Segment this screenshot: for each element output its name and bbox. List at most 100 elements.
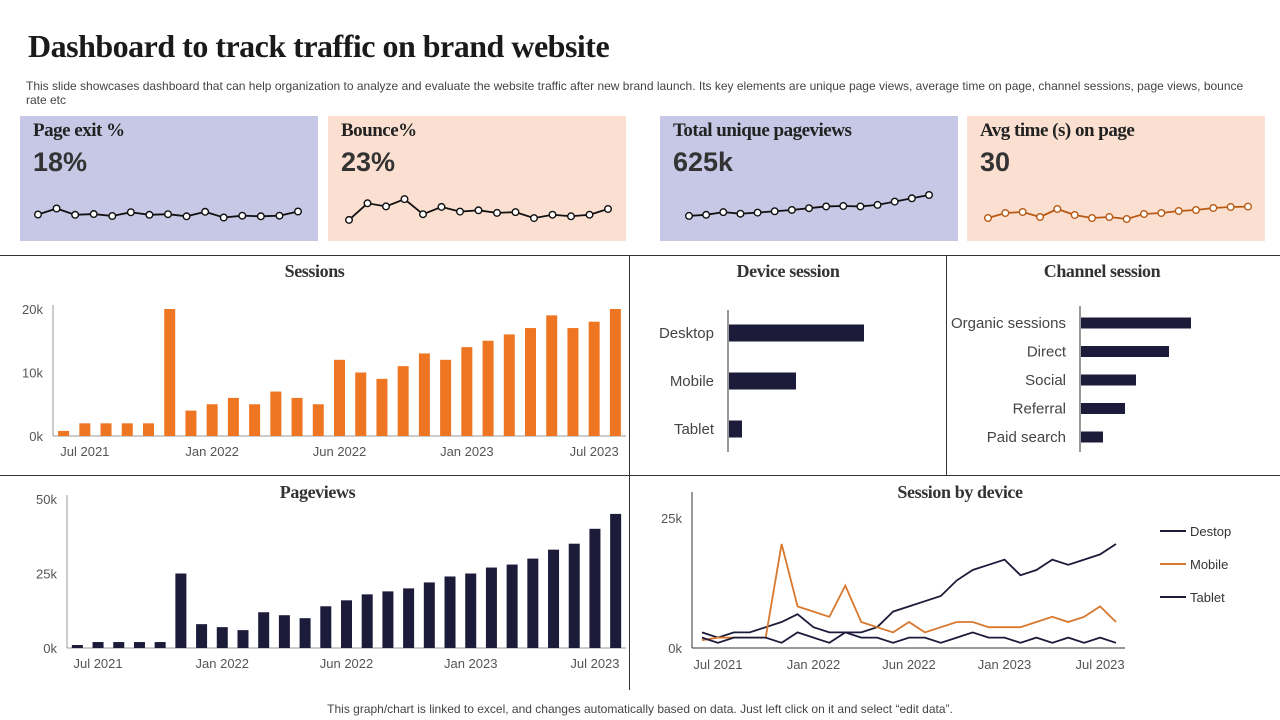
kpi-sparkline — [685, 190, 934, 220]
sessions-bar — [525, 328, 536, 436]
kpi-value: 625k — [673, 147, 734, 177]
sessions-bar — [503, 334, 515, 436]
sparkline-point — [89, 210, 98, 219]
sessions-y-tick-label: 0k — [29, 429, 43, 444]
sparkline-point — [856, 202, 865, 211]
sparkline-point — [1174, 206, 1183, 215]
kpi-sparkline — [984, 202, 1253, 223]
sparkline-point — [736, 209, 745, 218]
sparkline-point — [345, 215, 354, 224]
kpi-card-page-exit[interactable]: Page exit % 18% — [20, 116, 318, 241]
kpi-label: Bounce% — [341, 120, 417, 141]
kpi-value: 30 — [980, 147, 1011, 177]
channel-session-bar — [1081, 346, 1169, 357]
sessions-bar — [100, 423, 112, 436]
pageviews-bar — [320, 606, 332, 648]
sparkline-point — [548, 210, 557, 219]
pageviews-bar — [196, 624, 208, 648]
sparkline-point — [770, 207, 779, 216]
sparkline-point — [1139, 209, 1148, 218]
session-by-device-chart-title: Session by device — [897, 482, 1023, 502]
session-device-x-tick-label: Jan 2022 — [787, 657, 841, 672]
sparkline-point — [52, 204, 61, 213]
sessions-bar — [376, 378, 388, 436]
sparkline-point — [163, 210, 172, 219]
pageviews-y-tick-label: 0k — [43, 641, 57, 656]
sessions-bar — [461, 347, 473, 436]
sparkline-point — [873, 200, 882, 209]
sessions-bar — [482, 340, 494, 436]
session-device-x-tick-label: Jul 2023 — [1075, 657, 1124, 672]
session-device-line-destop — [701, 543, 1117, 639]
pageviews-bar — [258, 612, 270, 648]
kpi-label: Page exit % — [33, 120, 125, 141]
device-session-category-label: Mobile — [670, 373, 714, 390]
kpi-card-bounce[interactable]: Bounce% 23% — [328, 116, 626, 241]
sparkline-point — [1018, 207, 1027, 216]
sparkline-point — [400, 195, 409, 204]
pageviews-bar — [382, 591, 394, 648]
sessions-bar — [397, 366, 409, 436]
sparkline-point — [126, 208, 135, 217]
device-session-chart-title: Device session — [736, 261, 840, 281]
sparkline-point — [702, 210, 711, 219]
pageviews-bar — [299, 618, 311, 648]
sparkline-point — [566, 212, 575, 221]
sparkline-point — [890, 197, 899, 206]
sessions-x-tick-label: Jul 2023 — [570, 444, 619, 459]
pageviews-bar — [237, 630, 249, 648]
sessions-bar — [440, 359, 452, 436]
sparkline-point — [1226, 202, 1235, 211]
channel-session-chart-title: Channel session — [1043, 261, 1161, 281]
pageviews-x-tick-label: Jun 2022 — [320, 656, 374, 671]
pageviews-bar — [216, 627, 228, 648]
sessions-x-tick-label: Jun 2022 — [313, 444, 367, 459]
sessions-y-tick-label: 20k — [22, 302, 43, 317]
sessions-x-tick-label: Jan 2023 — [440, 444, 494, 459]
sparkline-point — [455, 207, 464, 216]
sessions-bar — [249, 404, 261, 436]
channel-session-category-label: Organic sessions — [951, 315, 1066, 332]
pageviews-bar — [527, 558, 539, 648]
sparkline-point — [382, 202, 391, 211]
kpi-sparkline — [345, 195, 613, 224]
pageviews-bar — [610, 513, 622, 648]
session-device-y-tick-label: 25k — [661, 511, 682, 526]
sparkline-point — [1070, 210, 1079, 219]
channel-session-category-label: Social — [1025, 372, 1066, 389]
divider — [0, 255, 1280, 256]
sessions-bar — [567, 328, 579, 436]
channel-session-bar — [1081, 374, 1136, 386]
sparkline-point — [363, 199, 372, 208]
pageviews-bar — [154, 642, 166, 648]
kpi-card-unique-pageviews[interactable]: Total unique pageviews 625k — [660, 116, 958, 241]
channel-session-category-label: Referral — [1013, 401, 1066, 418]
channel-session-category-label: Paid search — [987, 429, 1066, 446]
sessions-bar — [58, 430, 70, 436]
sparkline-point — [256, 212, 265, 221]
kpi-value: 18% — [33, 147, 88, 177]
sparkline-point — [492, 208, 501, 217]
sparkline-point — [719, 208, 728, 217]
sessions-bar — [143, 423, 154, 436]
sparkline-point — [984, 213, 993, 222]
pageviews-bar — [133, 642, 145, 648]
pageviews-x-tick-label: Jul 2021 — [73, 656, 122, 671]
sessions-x-tick-label: Jul 2021 — [60, 444, 109, 459]
channel-session-category-label: Direct — [1027, 344, 1067, 361]
pageviews-bar — [568, 543, 580, 648]
kpi-value: 23% — [341, 147, 396, 177]
sparkline-point — [71, 210, 80, 219]
kpi-card-avg-time[interactable]: Avg time (s) on page 30 — [967, 116, 1265, 241]
sessions-bar — [79, 423, 91, 436]
sparkline-point — [275, 211, 284, 220]
sparkline-point — [108, 211, 117, 220]
sparkline-point — [1001, 208, 1010, 217]
sparkline-point — [474, 206, 483, 215]
sessions-bar — [418, 353, 430, 436]
sessions-bar — [312, 404, 324, 436]
sparkline-point — [1122, 214, 1131, 223]
sessions-bar — [609, 309, 621, 436]
pageviews-x-tick-label: Jul 2023 — [570, 656, 619, 671]
